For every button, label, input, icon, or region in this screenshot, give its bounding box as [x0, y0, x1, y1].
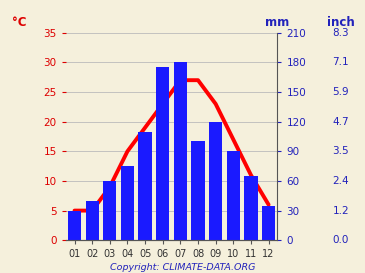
- Text: 7.1: 7.1: [333, 57, 349, 67]
- Text: mm: mm: [265, 16, 289, 29]
- Text: 2.4: 2.4: [333, 176, 349, 186]
- Text: 3.5: 3.5: [333, 146, 349, 156]
- Bar: [174, 63, 187, 240]
- Text: 0.0: 0.0: [333, 235, 349, 245]
- Bar: [191, 141, 205, 240]
- Bar: [85, 201, 99, 240]
- Bar: [156, 67, 169, 240]
- Text: Copyright: CLIMATE-DATA.ORG: Copyright: CLIMATE-DATA.ORG: [110, 263, 255, 272]
- Bar: [138, 132, 152, 240]
- Bar: [209, 122, 222, 240]
- Bar: [103, 181, 116, 240]
- Text: °C: °C: [12, 16, 26, 29]
- Text: inch: inch: [327, 16, 355, 29]
- Text: 8.3: 8.3: [333, 28, 349, 38]
- Bar: [244, 176, 258, 240]
- Bar: [68, 210, 81, 240]
- Text: 4.7: 4.7: [333, 117, 349, 127]
- Bar: [262, 206, 275, 240]
- Text: 1.2: 1.2: [333, 206, 349, 216]
- Bar: [121, 166, 134, 240]
- Text: 5.9: 5.9: [333, 87, 349, 97]
- Bar: [227, 151, 240, 240]
